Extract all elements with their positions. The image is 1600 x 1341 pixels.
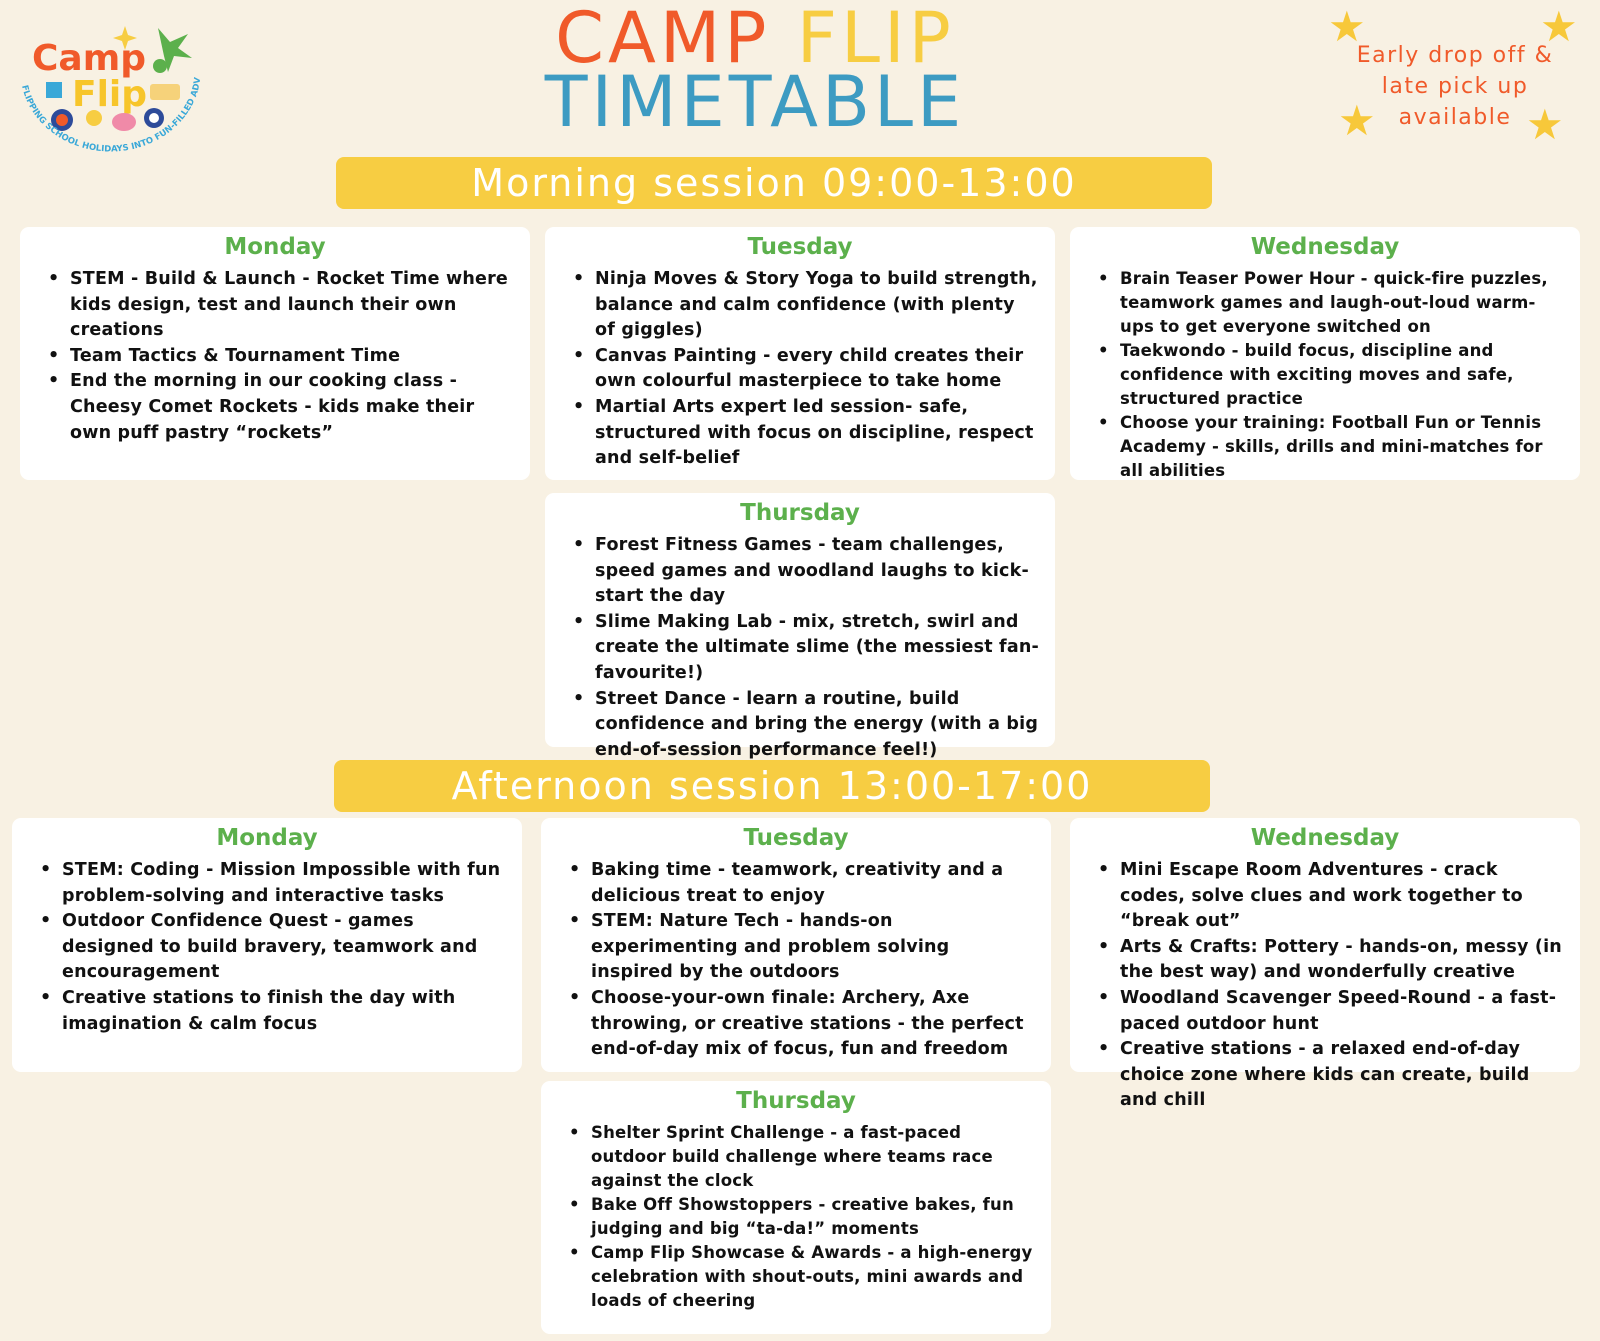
activity-item: Team Tactics & Tournament Time bbox=[46, 344, 516, 370]
day-heading: Tuesday bbox=[743, 825, 849, 851]
activity-item: Bake Off Showstoppers - creative bakes, … bbox=[567, 1193, 1037, 1241]
activity-item: Woodland Scavenger Speed-Round - a fast-… bbox=[1096, 986, 1566, 1037]
day-heading: Thursday bbox=[740, 500, 860, 526]
afternoon-tuesday-card: Tuesday Baking time - teamwork, creativit… bbox=[541, 818, 1051, 1072]
activity-item: Mini Escape Room Adventures - crack code… bbox=[1096, 858, 1566, 935]
activity-item: Brain Teaser Power Hour - quick-fire puz… bbox=[1096, 267, 1566, 339]
activity-item: Martial Arts expert led session- safe, s… bbox=[571, 395, 1041, 472]
activity-item: Outdoor Confidence Quest - games designe… bbox=[38, 909, 508, 986]
svg-text:Flip: Flip bbox=[72, 74, 147, 115]
activity-item: Arts & Crafts: Pottery - hands-on, messy… bbox=[1096, 935, 1566, 986]
activity-item: STEM: Nature Tech - hands-on experimenti… bbox=[567, 909, 1037, 986]
activity-item: Shelter Sprint Challenge - a fast-paced … bbox=[567, 1121, 1037, 1193]
activity-list: Forest Fitness Games - team challenges, … bbox=[571, 533, 1041, 763]
activity-item: Creative stations - a relaxed end-of-day… bbox=[1096, 1037, 1566, 1114]
morning-wednesday-card: Wednesday Brain Teaser Power Hour - quick… bbox=[1070, 227, 1580, 480]
camp-flip-logo: Camp Flip FLIPPING SCHOOL HOLIDAYS INTO … bbox=[6, 1, 210, 178]
morning-tuesday-card: Tuesday Ninja Moves & Story Yoga to build… bbox=[545, 227, 1055, 480]
activity-item: STEM - Build & Launch - Rocket Time wher… bbox=[46, 267, 516, 344]
morning-thursday-card: Thursday Forest Fitness Games - team chal… bbox=[545, 493, 1055, 760]
svg-text:Camp: Camp bbox=[32, 38, 146, 79]
star-icon: ★ bbox=[1540, 2, 1578, 51]
afternoon-thursday-card: Thursday Shelter Sprint Challenge - a fas… bbox=[541, 1081, 1051, 1334]
activity-list: STEM - Build & Launch - Rocket Time wher… bbox=[46, 267, 516, 446]
afternoon-wednesday-card: Wednesday Mini Escape Room Adventures - c… bbox=[1070, 818, 1580, 1110]
day-heading: Tuesday bbox=[747, 234, 853, 260]
day-heading: Wednesday bbox=[1250, 825, 1400, 851]
activity-item: Choose your training: Football Fun or Te… bbox=[1096, 411, 1566, 483]
activity-item: Canvas Painting - every child creates th… bbox=[571, 344, 1041, 395]
afternoon-monday-card: Monday STEM: Coding - Mission Impossible … bbox=[12, 818, 522, 1072]
activity-item: Street Dance - learn a routine, build co… bbox=[571, 687, 1041, 764]
activity-list: Baking time - teamwork, creativity and a… bbox=[567, 858, 1037, 1063]
activity-item: Camp Flip Showcase & Awards - a high-ene… bbox=[567, 1241, 1037, 1313]
star-icon: ★ bbox=[1338, 96, 1376, 145]
activity-item: Taekwondo - build focus, discipline and … bbox=[1096, 339, 1566, 411]
activity-list: Mini Escape Room Adventures - crack code… bbox=[1096, 858, 1566, 1114]
activity-item: Creative stations to finish the day with… bbox=[38, 986, 508, 1037]
activity-list: Ninja Moves & Story Yoga to build streng… bbox=[571, 267, 1041, 472]
afternoon-session-banner: Afternoon session 13:00-17:00 bbox=[334, 760, 1210, 812]
activity-item: Forest Fitness Games - team challenges, … bbox=[571, 533, 1041, 610]
activity-item: Baking time - teamwork, creativity and a… bbox=[567, 858, 1037, 909]
title-line-1: CAMP FLIP bbox=[555, 0, 955, 79]
activity-item: Choose-your-own finale: Archery, Axe thr… bbox=[567, 986, 1037, 1063]
star-icon: ★ bbox=[1526, 100, 1564, 149]
activity-list: STEM: Coding - Mission Impossible with f… bbox=[38, 858, 508, 1037]
morning-monday-card: Monday STEM - Build & Launch - Rocket Tim… bbox=[20, 227, 530, 480]
morning-session-banner: Morning session 09:00-13:00 bbox=[336, 157, 1212, 209]
activity-item: End the morning in our cooking class - C… bbox=[46, 369, 516, 446]
day-heading: Monday bbox=[224, 234, 326, 260]
title-line-2: TIMETABLE bbox=[544, 61, 966, 143]
early-drop-off-note: Early drop off & late pick up available bbox=[1356, 43, 1554, 130]
day-heading: Thursday bbox=[736, 1088, 856, 1114]
activity-list: Brain Teaser Power Hour - quick-fire puz… bbox=[1096, 267, 1566, 483]
activity-item: Ninja Moves & Story Yoga to build streng… bbox=[571, 267, 1041, 344]
day-heading: Monday bbox=[216, 825, 318, 851]
star-icon: ★ bbox=[1328, 2, 1366, 51]
activity-item: STEM: Coding - Mission Impossible with f… bbox=[38, 858, 508, 909]
activity-item: Slime Making Lab - mix, stretch, swirl a… bbox=[571, 610, 1041, 687]
activity-list: Shelter Sprint Challenge - a fast-paced … bbox=[567, 1121, 1037, 1313]
day-heading: Wednesday bbox=[1250, 234, 1400, 260]
